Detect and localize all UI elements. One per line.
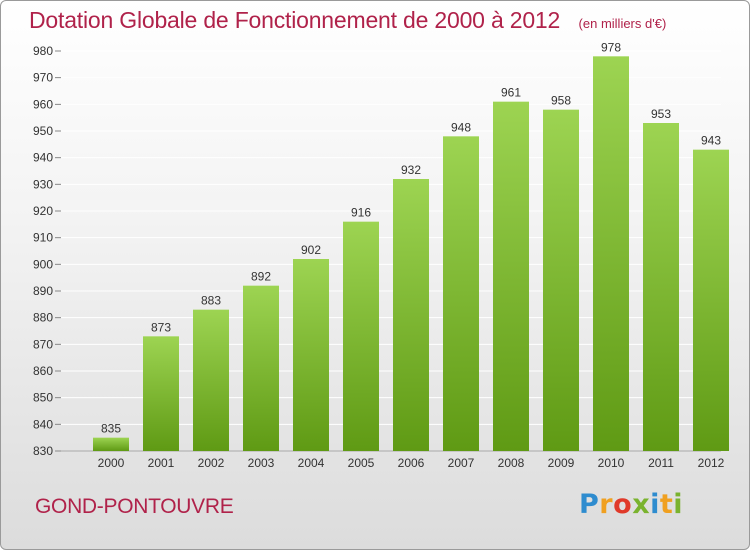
y-tick-label: 860 bbox=[33, 364, 53, 378]
bar-value-label: 978 bbox=[601, 40, 621, 54]
bar-2007 bbox=[443, 136, 479, 452]
x-tick-label: 2008 bbox=[498, 456, 525, 470]
x-tick-label: 2003 bbox=[248, 456, 275, 470]
bar-2008 bbox=[493, 101, 529, 452]
bar-value-label: 883 bbox=[201, 294, 221, 308]
bar-2010 bbox=[593, 56, 629, 451]
data-labels: 835 873 883 892 902 916 932 948 961 958 978 953 943 bbox=[101, 40, 721, 435]
bar-2003 bbox=[243, 285, 279, 451]
bar-2004 bbox=[293, 259, 329, 451]
logo-letter: P bbox=[579, 489, 600, 520]
bar-2006 bbox=[393, 179, 429, 451]
y-tick-label: 880 bbox=[33, 311, 53, 325]
y-tick-label: 890 bbox=[33, 284, 53, 298]
bar-value-label: 948 bbox=[451, 120, 471, 134]
x-tick-label: 2002 bbox=[198, 456, 225, 470]
logo-letter: x bbox=[632, 489, 651, 520]
x-tick-label: 2005 bbox=[348, 456, 375, 470]
bar-2000 bbox=[93, 437, 129, 451]
y-tick-label: 910 bbox=[33, 231, 53, 245]
x-tick-label: 2004 bbox=[298, 456, 325, 470]
chart-title: Dotation Globale de Fonctionnement de 20… bbox=[29, 7, 561, 33]
bar-value-label: 892 bbox=[251, 270, 271, 284]
y-tick-label: 830 bbox=[33, 444, 53, 458]
x-tick-label: 2011 bbox=[648, 456, 674, 470]
y-tick-label: 870 bbox=[33, 337, 53, 351]
bar-value-label: 961 bbox=[501, 86, 521, 100]
x-axis-labels: 2000 2001 2002 2003 2004 2005 2006 2007 2008 2009… bbox=[98, 456, 725, 470]
y-tick-label: 950 bbox=[33, 124, 53, 138]
x-tick-label: 2007 bbox=[448, 456, 475, 470]
y-tick-label: 980 bbox=[33, 44, 53, 58]
logo-letter: t bbox=[659, 489, 674, 520]
bar-value-label: 873 bbox=[151, 320, 171, 334]
x-tick-label: 2010 bbox=[598, 456, 625, 470]
bar-2009 bbox=[543, 109, 579, 452]
logo-letter: r bbox=[599, 489, 614, 520]
y-tick-label: 920 bbox=[33, 204, 53, 218]
bar-value-label: 958 bbox=[551, 94, 571, 108]
bar-value-label: 916 bbox=[351, 206, 371, 220]
bar-value-label: 943 bbox=[701, 134, 721, 148]
chart-unit: (en milliers d'€) bbox=[578, 16, 667, 31]
proxiti-logo: Proxiti bbox=[579, 489, 683, 520]
y-axis-labels: 830 840 850 860 870 880 890 900 910 920 930 940 950 9… bbox=[33, 44, 53, 458]
x-tick-label: 2012 bbox=[698, 456, 725, 470]
bar-2005 bbox=[343, 221, 379, 451]
bar-value-label: 953 bbox=[651, 107, 671, 121]
x-tick-label: 2006 bbox=[398, 456, 425, 470]
x-tick-label: 2000 bbox=[98, 456, 125, 470]
y-tick-label: 970 bbox=[33, 71, 53, 85]
y-tick-label: 930 bbox=[33, 177, 53, 191]
x-tick-label: 2001 bbox=[148, 456, 175, 470]
y-tick-label: 850 bbox=[33, 391, 53, 405]
logo-letter: i bbox=[650, 489, 660, 520]
title-row: Dotation Globale de Fonctionnement de 20… bbox=[29, 7, 666, 34]
commune-name: GOND-PONTOUVRE bbox=[35, 495, 234, 518]
bars bbox=[93, 56, 729, 452]
y-tick-label: 900 bbox=[33, 257, 53, 271]
y-tick-label: 960 bbox=[33, 97, 53, 111]
y-tick-label: 840 bbox=[33, 417, 53, 431]
bar-2011 bbox=[643, 123, 679, 451]
bar-value-label: 932 bbox=[401, 163, 421, 177]
y-tick-label: 940 bbox=[33, 151, 53, 165]
bar-value-label: 835 bbox=[101, 422, 121, 436]
bar-value-label: 902 bbox=[301, 243, 321, 257]
bar-2002 bbox=[193, 309, 229, 451]
logo-letter: i bbox=[673, 489, 684, 520]
logo-letter: o bbox=[613, 489, 633, 520]
x-tick-label: 2009 bbox=[548, 456, 575, 470]
bar-2012 bbox=[693, 149, 729, 451]
bar-2001 bbox=[143, 336, 179, 451]
